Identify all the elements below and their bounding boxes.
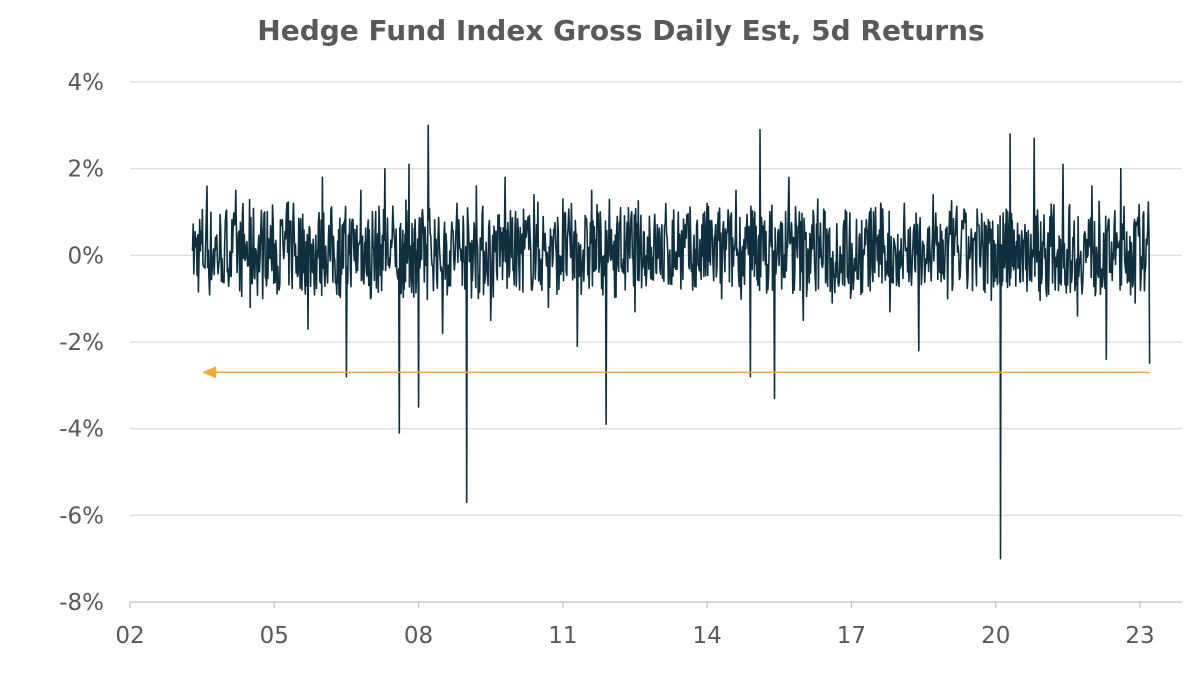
y-tick-label: 2% xyxy=(68,157,105,183)
y-tick-label: 4% xyxy=(68,70,105,96)
x-tick-label: 17 xyxy=(837,623,866,649)
y-tick-label: -8% xyxy=(59,590,104,616)
x-tick-label: 20 xyxy=(981,623,1010,649)
y-tick-label: -6% xyxy=(59,503,104,529)
x-tick-label: 11 xyxy=(548,623,577,649)
annotation-layer xyxy=(202,366,1150,379)
y-axis-tick-labels: 4% 2% 0% -2% -4% -6% -8% xyxy=(59,70,104,616)
reference-arrow-head xyxy=(202,366,217,379)
x-tick-label: 05 xyxy=(260,623,289,649)
y-tick-label: -2% xyxy=(59,330,104,356)
x-tick-label: 14 xyxy=(693,623,722,649)
y-tick-label: -4% xyxy=(59,417,104,443)
gridlines xyxy=(130,81,1182,603)
x-tick-label: 08 xyxy=(404,623,433,649)
x-tick-label: 02 xyxy=(115,623,144,649)
x-tick-label: 23 xyxy=(1125,623,1154,649)
series-line xyxy=(191,124,1151,560)
series-layer xyxy=(191,124,1151,560)
chart-title: Hedge Fund Index Gross Daily Est, 5d Ret… xyxy=(257,14,985,47)
y-tick-label: 0% xyxy=(68,243,105,269)
x-axis-tick-labels: 02 05 08 11 14 17 20 23 xyxy=(115,602,1155,649)
